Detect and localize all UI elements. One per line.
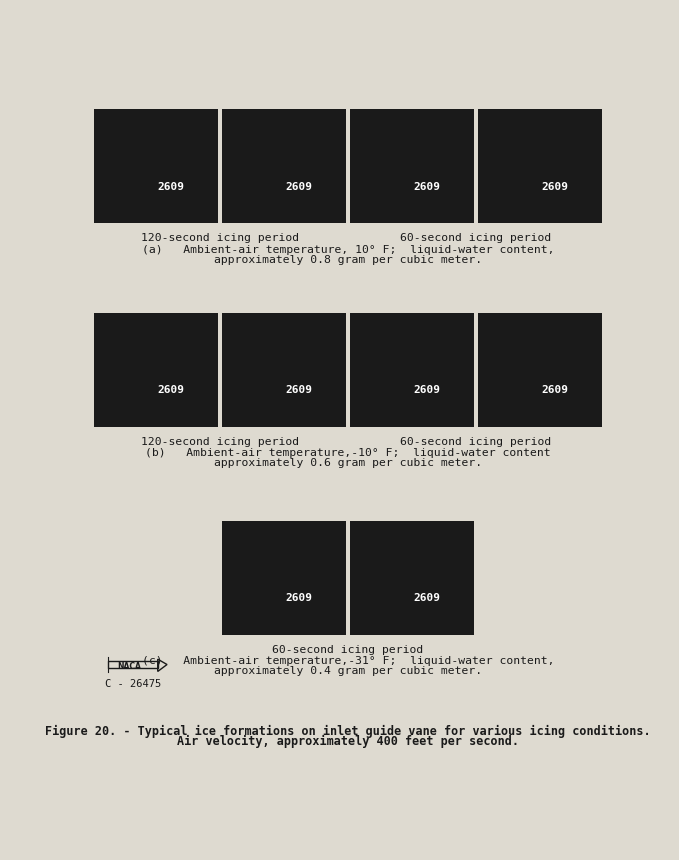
Text: 2609: 2609	[285, 593, 312, 603]
Text: NACA: NACA	[117, 661, 141, 671]
Text: 60-second icing period: 60-second icing period	[400, 233, 551, 243]
Text: approximately 0.6 gram per cubic meter.: approximately 0.6 gram per cubic meter.	[214, 458, 482, 468]
Text: 2609: 2609	[414, 181, 440, 192]
Bar	[94, 313, 218, 427]
Bar	[108, 661, 158, 668]
Text: (c)   Ambient-air temperature,-31° F;  liquid-water content,: (c) Ambient-air temperature,-31° F; liqu…	[142, 656, 554, 666]
Bar	[222, 109, 346, 224]
Text: 2609: 2609	[414, 593, 440, 603]
Bar	[478, 109, 602, 224]
Text: 2609: 2609	[285, 385, 312, 395]
Bar	[94, 109, 218, 224]
Text: 2609: 2609	[541, 385, 568, 395]
Text: C - 26475: C - 26475	[105, 679, 161, 689]
Bar	[222, 313, 346, 427]
Text: (a)   Ambient-air temperature, 10° F;  liquid-water content,: (a) Ambient-air temperature, 10° F; liqu…	[142, 245, 554, 255]
Text: 2609: 2609	[158, 385, 185, 395]
Text: approximately 0.8 gram per cubic meter.: approximately 0.8 gram per cubic meter.	[214, 255, 482, 265]
Text: 120-second icing period: 120-second icing period	[141, 437, 299, 446]
Bar	[350, 109, 474, 224]
Text: Air velocity, approximately 400 feet per second.: Air velocity, approximately 400 feet per…	[177, 735, 519, 748]
Text: Figure 20. - Typical ice formations on inlet guide vane for various icing condit: Figure 20. - Typical ice formations on i…	[45, 725, 650, 738]
Bar	[350, 520, 474, 635]
Bar	[222, 520, 346, 635]
Text: (b)   Ambient-air temperature,-10° F;  liquid-water content: (b) Ambient-air temperature,-10° F; liqu…	[145, 448, 551, 458]
Text: 2609: 2609	[414, 385, 440, 395]
Text: 2609: 2609	[158, 181, 185, 192]
Text: 120-second icing period: 120-second icing period	[141, 233, 299, 243]
Text: 2609: 2609	[541, 181, 568, 192]
Text: 2609: 2609	[285, 181, 312, 192]
Text: approximately 0.4 gram per cubic meter.: approximately 0.4 gram per cubic meter.	[214, 666, 482, 676]
Bar	[478, 313, 602, 427]
Text: 60-second icing period: 60-second icing period	[400, 437, 551, 446]
Text: 60-second icing period: 60-second icing period	[272, 644, 424, 654]
Bar	[350, 313, 474, 427]
